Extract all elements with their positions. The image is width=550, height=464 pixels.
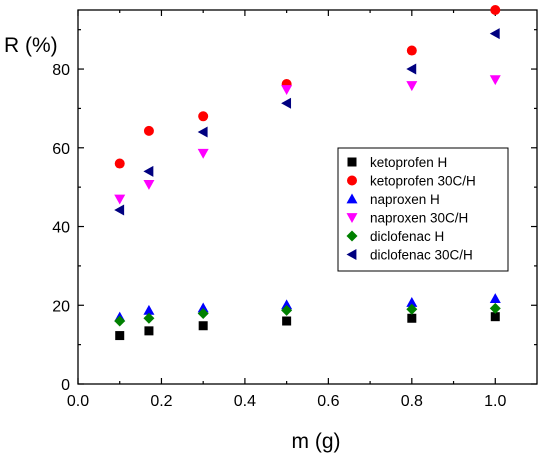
legend-marker <box>347 175 357 186</box>
data-point <box>198 111 209 122</box>
data-point <box>144 326 154 336</box>
data-point <box>114 204 125 216</box>
data-point <box>114 158 125 169</box>
data-points <box>114 5 501 341</box>
legend-box <box>337 147 509 272</box>
data-point <box>406 63 417 75</box>
plot-frame <box>77 9 538 385</box>
x-tick-label: 0.4 <box>234 393 256 410</box>
data-point <box>490 312 500 322</box>
x-tick-label: 0.6 <box>317 393 339 410</box>
y-tick-label: 80 <box>52 62 70 79</box>
x-axis-title: m (g) <box>292 430 341 453</box>
legend-marker <box>346 230 358 242</box>
series-2 <box>114 293 501 322</box>
legend-label: diclofenac 30C/H <box>370 248 473 263</box>
legend-label: ketoprofen H <box>370 155 447 170</box>
series-5 <box>114 28 500 216</box>
data-point <box>143 125 154 136</box>
data-point <box>489 293 501 303</box>
legend-marker <box>347 157 357 167</box>
legend-marker <box>346 213 358 223</box>
data-point <box>114 194 126 205</box>
y-axis-title: R (%) <box>4 34 58 57</box>
data-point <box>406 303 418 315</box>
legend: ketoprofen H ketoprofen 30C/H naproxen H na… <box>337 147 509 272</box>
series-3 <box>114 75 501 205</box>
data-point <box>281 304 293 316</box>
legend-label: naproxen H <box>370 192 440 207</box>
axes: 0.0 0.2 0.4 0.6 0.8 1.0 0 20 40 60 80 <box>52 9 538 410</box>
data-point <box>281 97 292 109</box>
data-point <box>489 302 501 314</box>
data-point <box>197 148 209 159</box>
legend-label: diclofenac H <box>370 229 444 244</box>
data-point <box>143 165 154 177</box>
data-point <box>490 5 501 15</box>
data-point <box>406 81 418 92</box>
data-point <box>114 315 126 327</box>
data-point <box>197 302 209 313</box>
series-0 <box>115 312 500 341</box>
data-point <box>115 331 125 341</box>
x-tick-label: 0.0 <box>67 393 89 410</box>
legend-marker <box>346 193 358 204</box>
legend-label: naproxen 30C/H <box>370 211 468 226</box>
data-point <box>198 321 208 331</box>
data-point <box>489 28 500 40</box>
data-point <box>406 297 418 307</box>
data-point <box>143 180 155 190</box>
data-point <box>489 75 501 86</box>
y-tick-label: 60 <box>52 141 70 158</box>
data-point <box>197 126 208 138</box>
data-point <box>281 85 293 96</box>
legend-marker <box>346 249 357 260</box>
data-point <box>197 308 209 320</box>
x-tick-label: 0.8 <box>401 393 423 410</box>
data-point <box>407 313 417 323</box>
x-tick-label: 1.0 <box>484 393 506 410</box>
y-tick-label: 20 <box>52 298 70 315</box>
series-1 <box>114 5 501 169</box>
series-4 <box>114 302 501 327</box>
data-point <box>282 316 292 326</box>
data-point <box>406 45 417 56</box>
x-tick-label: 0.2 <box>150 393 172 410</box>
data-point <box>143 312 155 324</box>
legend-label: ketoprofen 30C/H <box>370 174 476 189</box>
y-tick-label: 0 <box>61 377 70 394</box>
y-tick-label: 40 <box>52 220 70 237</box>
data-point <box>143 304 155 315</box>
data-point <box>281 299 293 310</box>
